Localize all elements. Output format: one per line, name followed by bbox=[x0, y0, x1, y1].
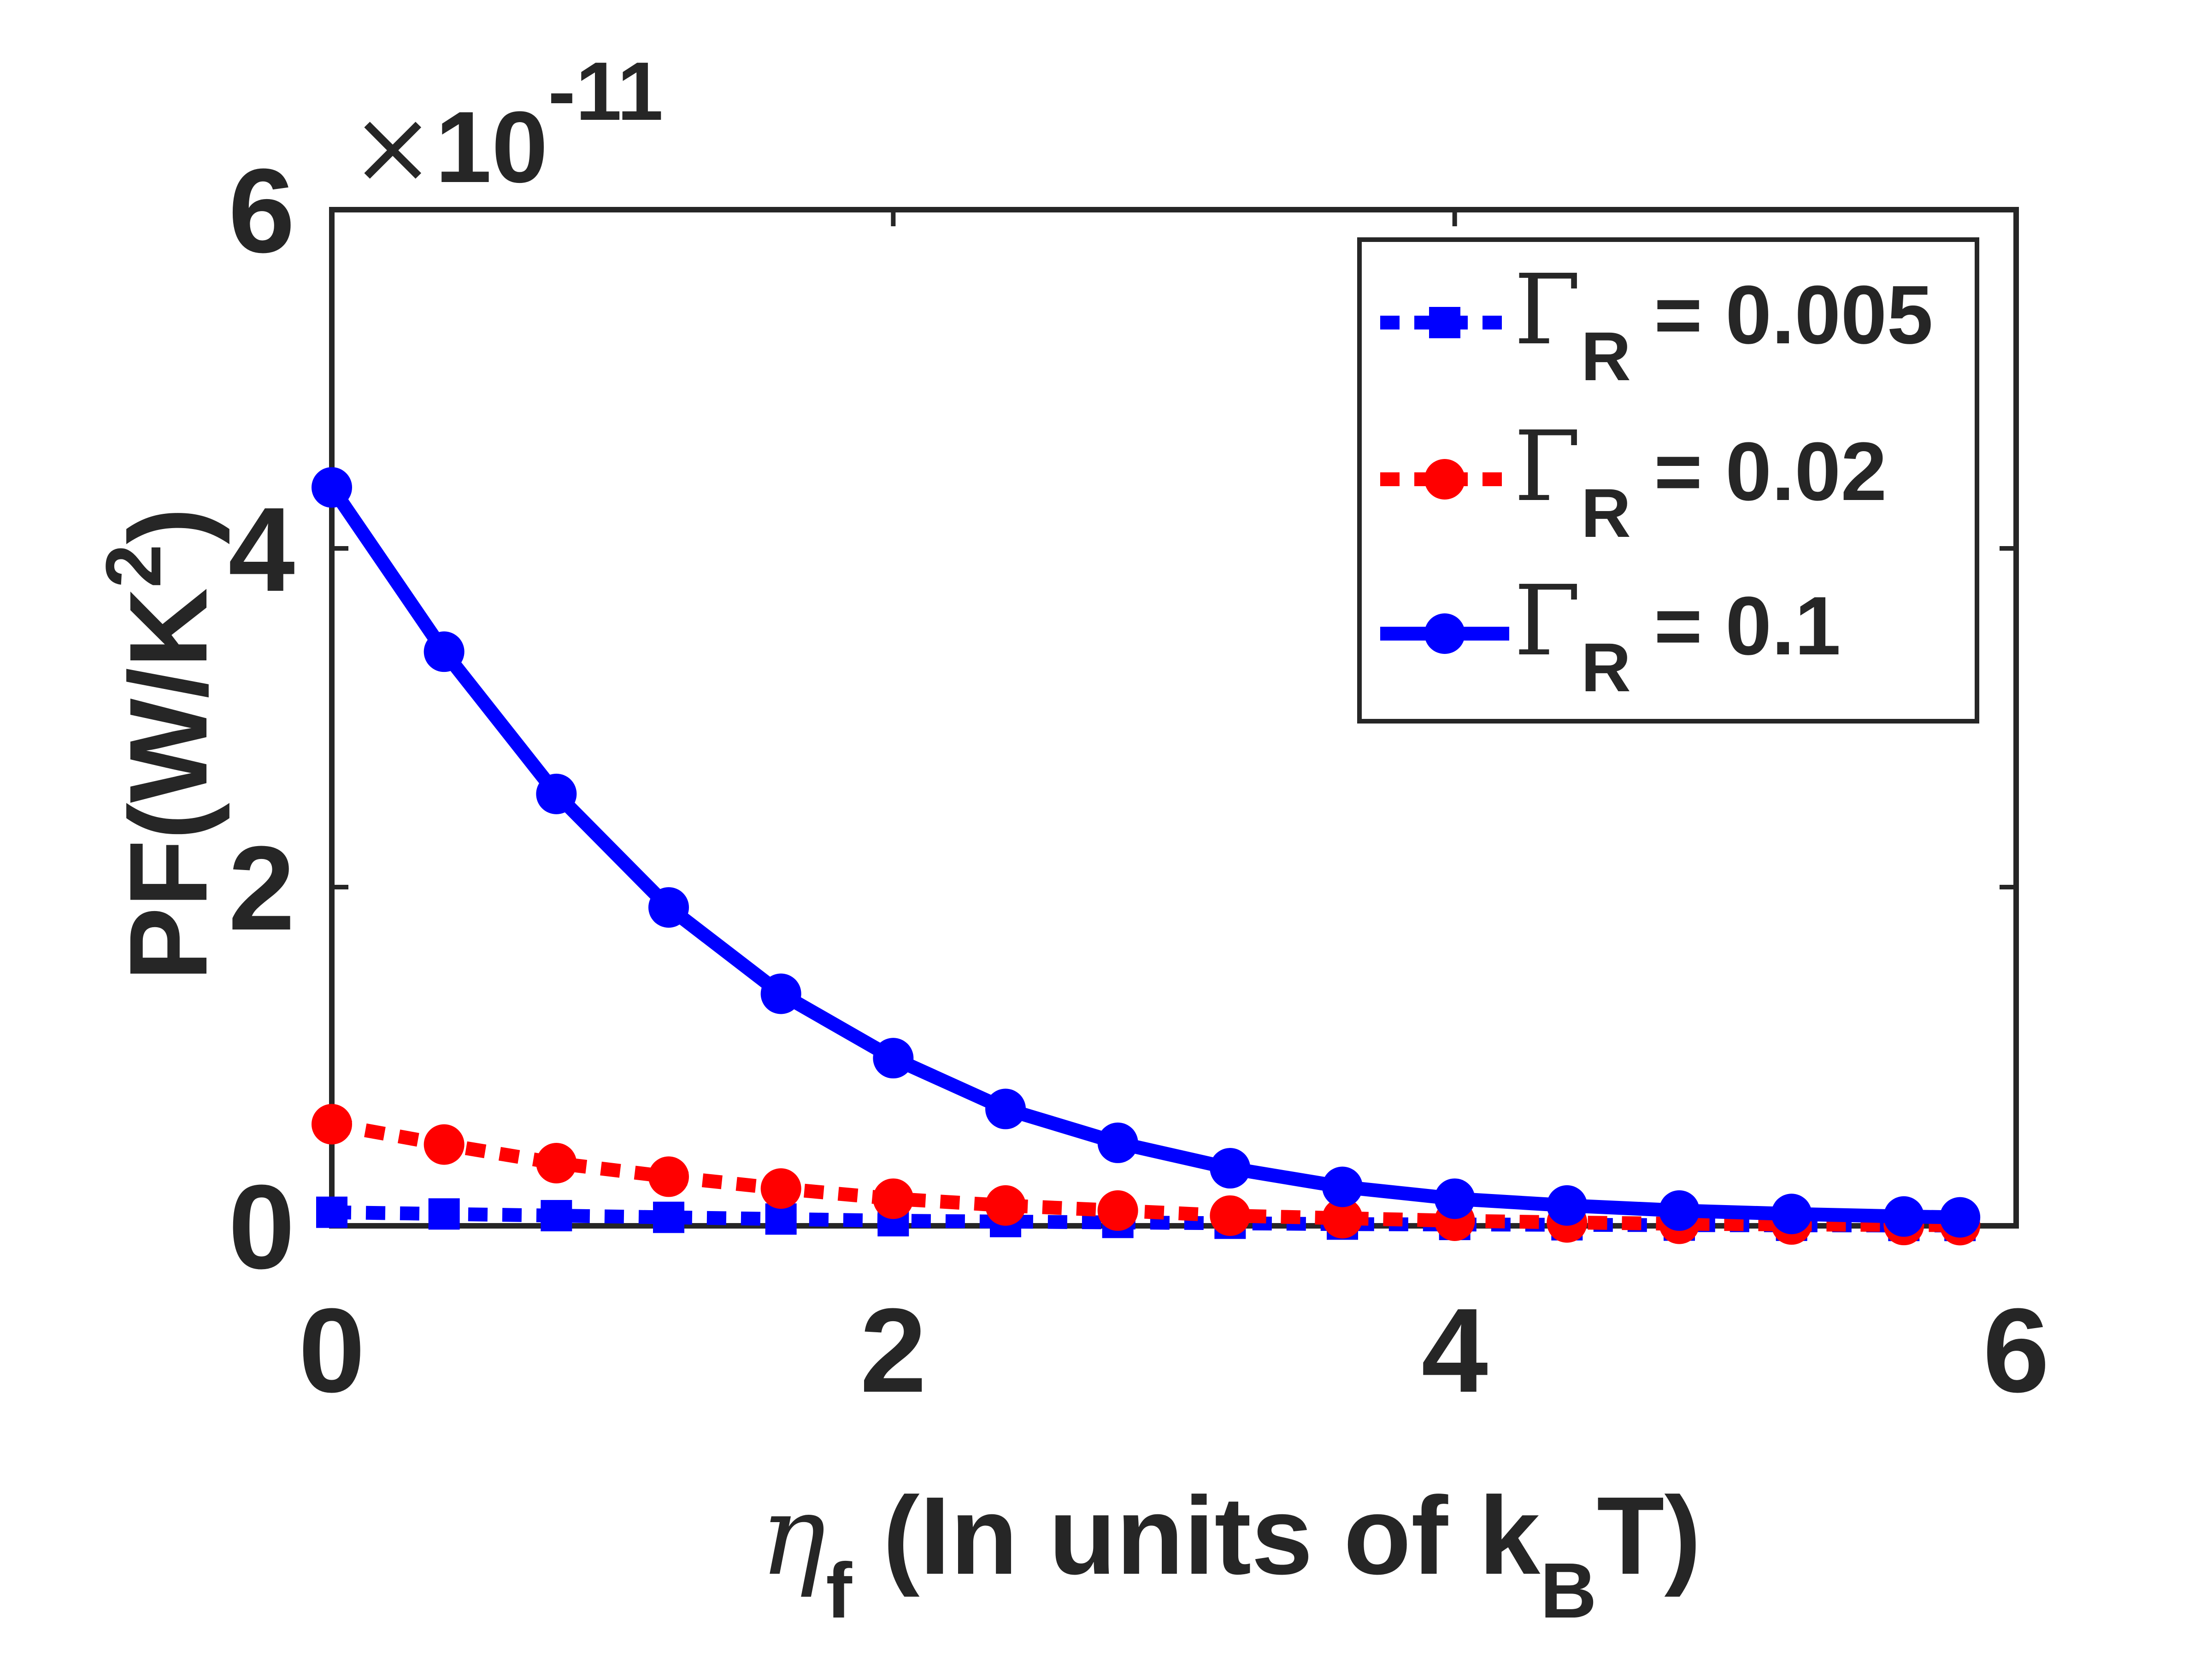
x-tick-label: 6 bbox=[1983, 1284, 2050, 1418]
series-line bbox=[330, 1117, 1960, 1232]
x-axis-label-symbol-subscript: f bbox=[826, 1547, 852, 1635]
y-exponent-base: 10 bbox=[435, 90, 548, 204]
x-tick-label: 4 bbox=[1421, 1284, 1488, 1418]
data-point bbox=[985, 1185, 1026, 1226]
data-point bbox=[1434, 1178, 1475, 1219]
data-point bbox=[1210, 1195, 1251, 1236]
y-exponent-power: -11 bbox=[548, 45, 663, 138]
x-axis-label-symbol: η bbox=[760, 1471, 826, 1600]
y-axis-label-end: ) bbox=[106, 507, 230, 544]
legend-label-symbol: Γ bbox=[1514, 410, 1581, 523]
y-tick-label: 0 bbox=[228, 1160, 295, 1294]
plot-frame bbox=[329, 207, 2019, 1229]
data-point bbox=[428, 1198, 460, 1230]
y-axis-label-superscript: 2 bbox=[90, 544, 177, 588]
data-point bbox=[1940, 1197, 1981, 1238]
legend-label-subscript: R bbox=[1581, 474, 1631, 552]
data-point bbox=[424, 1124, 465, 1165]
legend-marker bbox=[1424, 459, 1465, 500]
data-point bbox=[541, 1200, 572, 1231]
legend-label-value: = 0.1 bbox=[1631, 580, 1841, 672]
data-point bbox=[312, 467, 352, 508]
data-point bbox=[536, 773, 577, 814]
y-axis-label: PF(W/K2) bbox=[90, 507, 230, 981]
x-axis-label: ηf (In units of kBT) bbox=[760, 1471, 1701, 1635]
data-point bbox=[536, 1143, 577, 1184]
data-point bbox=[424, 631, 465, 672]
series-line bbox=[326, 483, 1960, 1224]
data-point bbox=[648, 887, 689, 928]
legend-label: ΓR = 0.1 bbox=[1514, 565, 1841, 706]
x-axis-label-text: (In units of k bbox=[852, 1474, 1541, 1597]
legend-marker bbox=[1429, 307, 1460, 338]
x-tick-label: 0 bbox=[299, 1284, 365, 1418]
y-tick-label: 4 bbox=[228, 483, 295, 617]
data-point bbox=[1097, 1190, 1138, 1231]
legend-label: ΓR = 0.005 bbox=[1514, 253, 1933, 395]
data-point bbox=[1322, 1166, 1363, 1207]
legend-label-symbol: Γ bbox=[1514, 253, 1581, 366]
legend-entry-1: ΓR = 0.02 bbox=[1380, 410, 1887, 552]
data-point bbox=[760, 973, 801, 1014]
x-tick-label: 2 bbox=[860, 1284, 927, 1418]
legend-entry-0: ΓR = 0.005 bbox=[1380, 253, 1933, 395]
legend-label-subscript: R bbox=[1581, 318, 1631, 395]
y-exponent-times: × bbox=[350, 88, 435, 206]
data-point bbox=[1771, 1194, 1812, 1235]
data-point bbox=[1659, 1190, 1700, 1231]
data-point bbox=[760, 1168, 801, 1209]
series-layer bbox=[312, 467, 1981, 1246]
y-tick-label: 6 bbox=[228, 144, 295, 278]
data-point bbox=[1097, 1122, 1138, 1163]
legend-label-value: = 0.005 bbox=[1631, 269, 1933, 361]
data-point bbox=[1210, 1148, 1251, 1189]
legend-label-value: = 0.02 bbox=[1631, 425, 1887, 518]
x-axis-label-end: T) bbox=[1597, 1474, 1701, 1597]
y-axis-label-text: PF(W/K bbox=[106, 588, 230, 981]
data-point bbox=[653, 1201, 684, 1233]
x-axis-label-text-subscript: B bbox=[1540, 1547, 1597, 1635]
y-tick-labels: 0 2 4 6 bbox=[228, 144, 295, 1294]
data-point bbox=[1322, 1198, 1363, 1239]
data-point bbox=[316, 1196, 347, 1228]
y-tick-label: 2 bbox=[228, 822, 295, 955]
data-point bbox=[312, 1104, 352, 1145]
legend-entry-2: ΓR = 0.1 bbox=[1380, 565, 1841, 706]
legend-marker bbox=[1424, 613, 1465, 654]
series-2 bbox=[312, 467, 1981, 1238]
data-point bbox=[1547, 1185, 1588, 1226]
data-point bbox=[1883, 1196, 1924, 1237]
axes: 0 2 4 6 0 2 4 6 bbox=[228, 144, 2049, 1418]
data-point bbox=[985, 1088, 1026, 1130]
data-point bbox=[873, 1178, 914, 1219]
y-exponent-label: ×10-11 bbox=[350, 45, 663, 206]
data-point bbox=[873, 1038, 914, 1079]
x-tick-labels: 0 2 4 6 bbox=[299, 1284, 2050, 1418]
legend-label: ΓR = 0.02 bbox=[1514, 410, 1887, 552]
legend-label-subscript: R bbox=[1581, 629, 1631, 706]
legend-label-symbol: Γ bbox=[1514, 565, 1581, 677]
data-point bbox=[648, 1156, 689, 1197]
